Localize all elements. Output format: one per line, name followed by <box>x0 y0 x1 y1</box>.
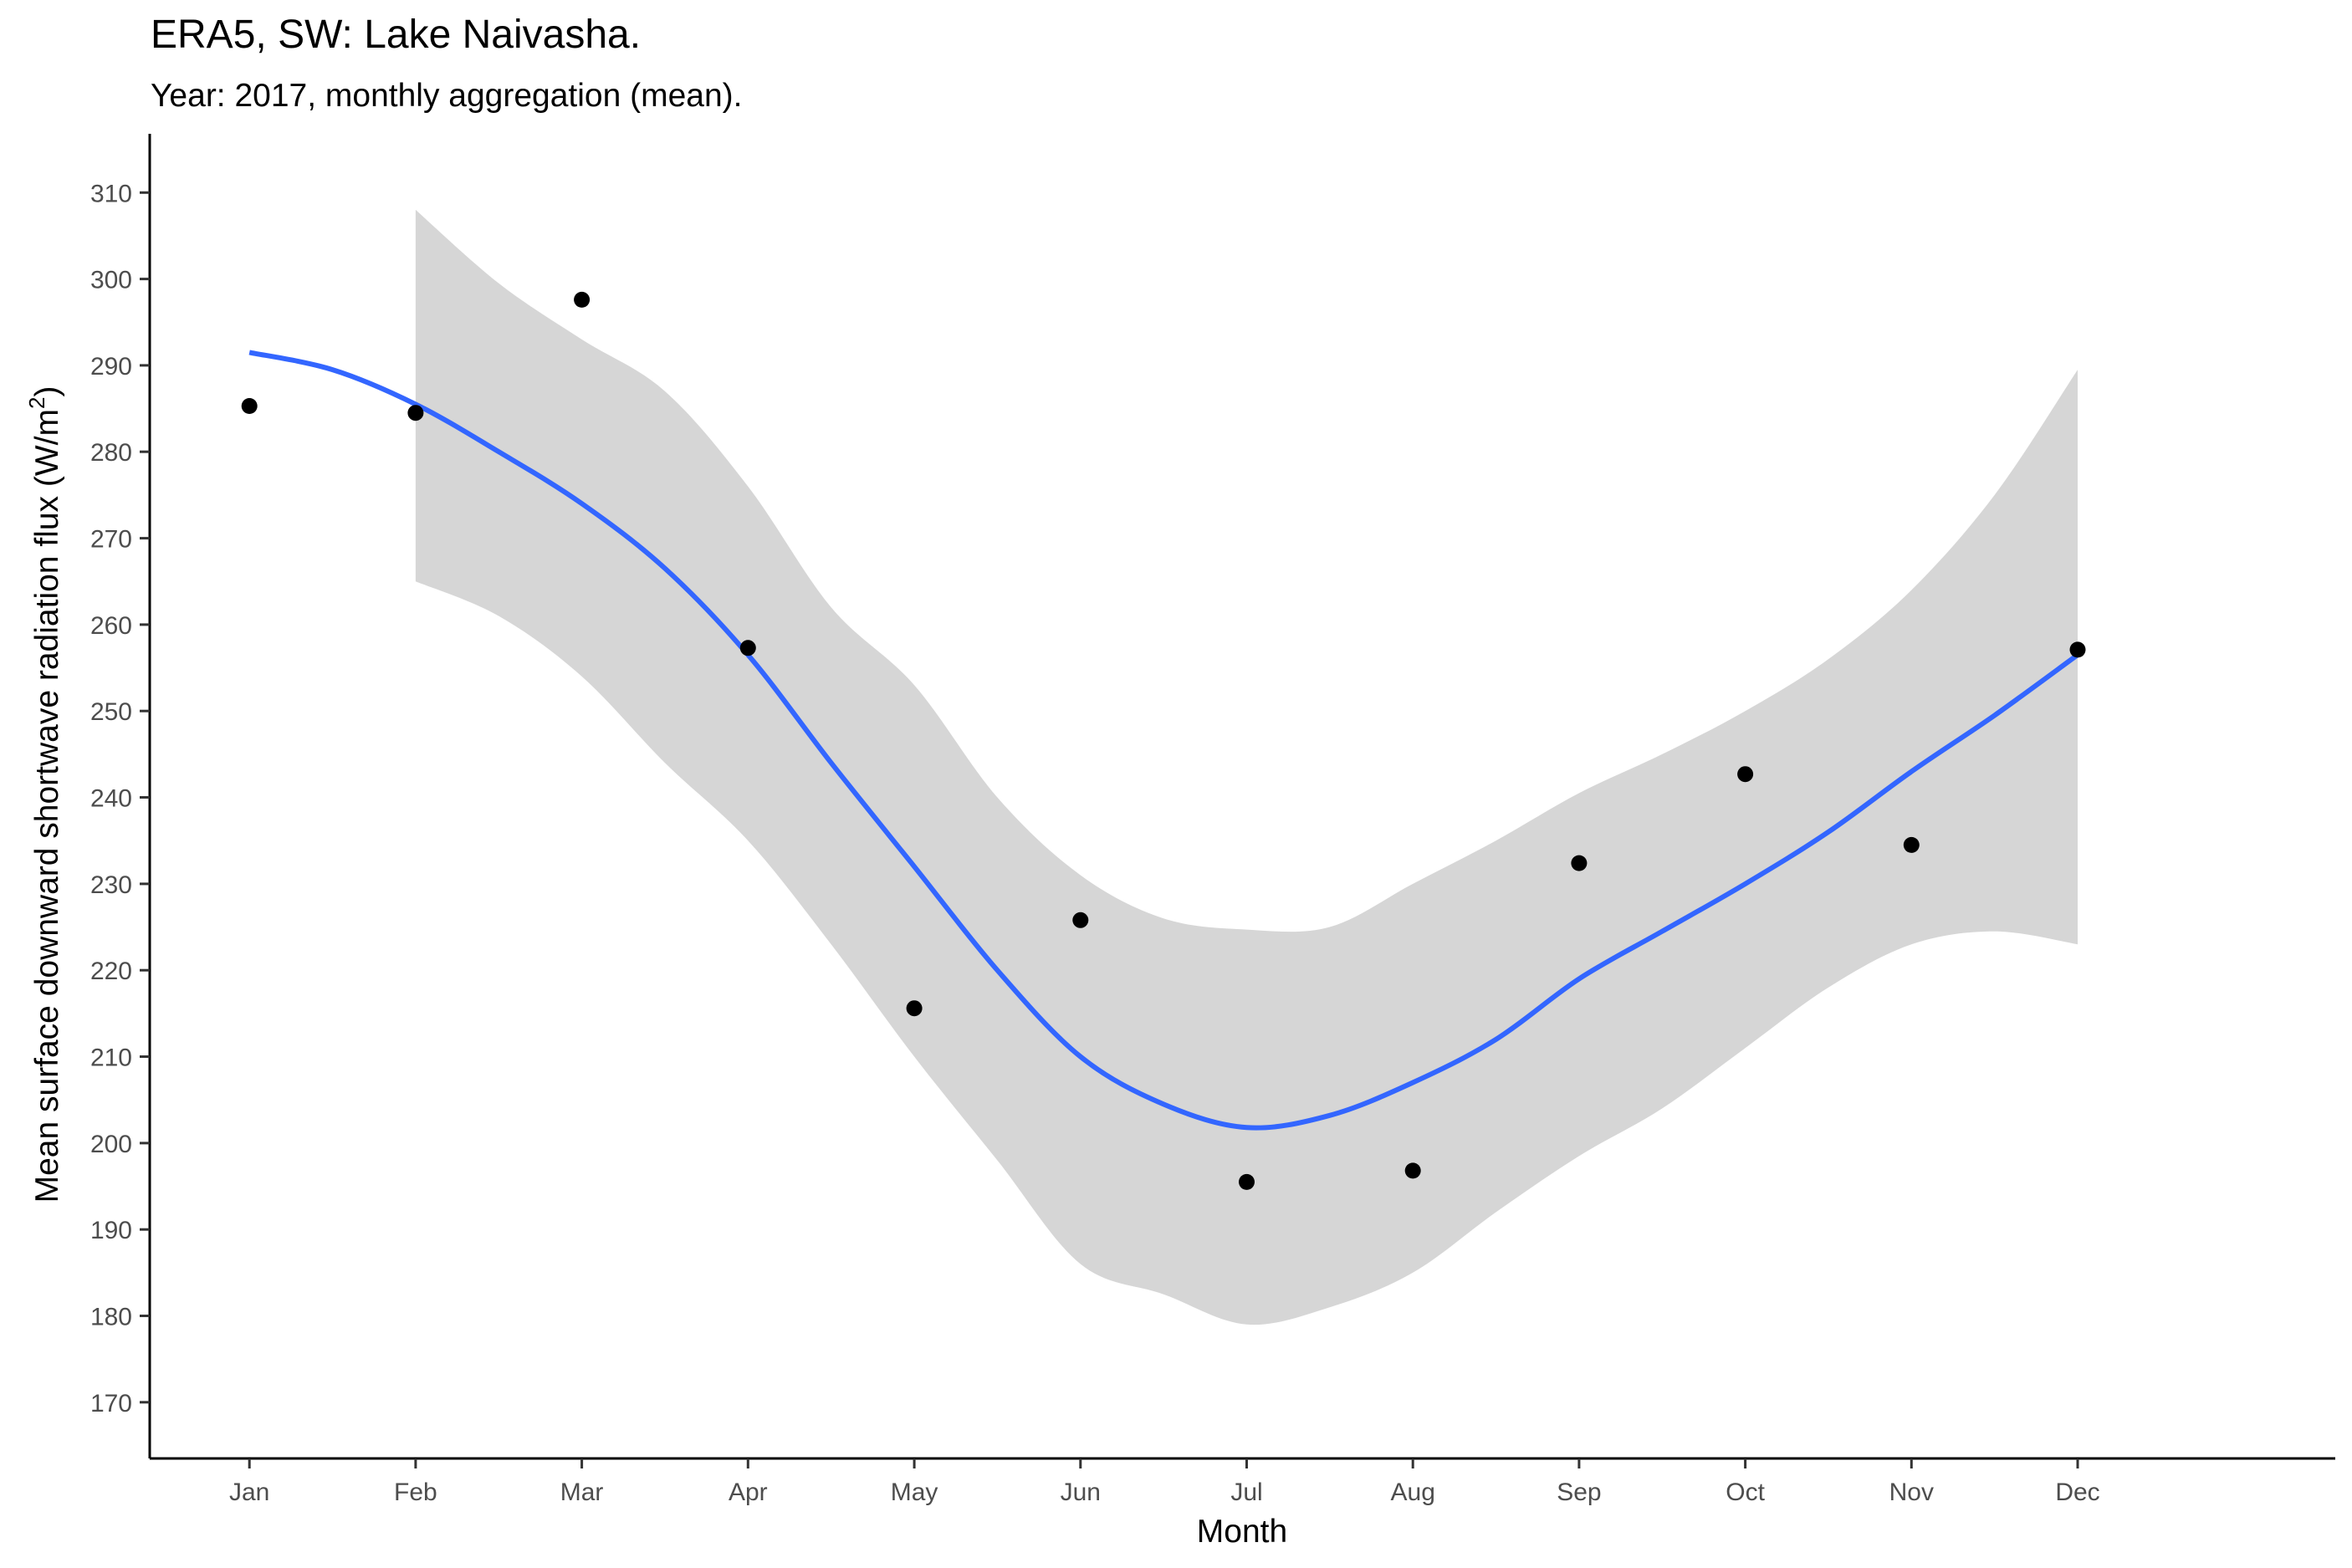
data-point-feb <box>407 405 424 421</box>
x-tick-label-may: May <box>891 1479 938 1506</box>
data-point-mar <box>574 291 591 308</box>
y-tick-label: 250 <box>90 698 132 726</box>
x-tick-label-jul: Jul <box>1230 1479 1262 1506</box>
data-point-jul <box>1239 1173 1255 1190</box>
data-point-nov <box>1903 836 1920 853</box>
y-tick-label: 190 <box>90 1217 132 1244</box>
y-tick-label: 300 <box>90 267 132 294</box>
x-tick-label-aug: Aug <box>1391 1479 1435 1506</box>
y-axis-title: Mean surface downward shortwave radiatio… <box>24 386 65 1203</box>
y-axis-ticks: 170 180 190 200 210 220 230 240 250 260 270 280 290 3… <box>90 180 150 1417</box>
data-points <box>241 291 2086 1190</box>
y-tick-label: 210 <box>90 1044 132 1072</box>
data-point-dec <box>2069 641 2086 658</box>
data-point-may <box>906 1000 923 1017</box>
y-tick-label: 200 <box>90 1131 132 1158</box>
x-tick-label-apr: Apr <box>729 1479 768 1506</box>
y-tick-label: 240 <box>90 785 132 813</box>
chart-subtitle: Year: 2017, monthly aggregation (mean). <box>151 78 743 114</box>
x-tick-label-feb: Feb <box>394 1479 437 1506</box>
y-tick-label: 170 <box>90 1390 132 1417</box>
data-point-aug <box>1404 1162 1421 1179</box>
y-tick-label: 290 <box>90 353 132 381</box>
x-tick-label-nov: Nov <box>1889 1479 1934 1506</box>
data-point-jun <box>1072 912 1089 928</box>
x-axis-ticks: Jan Feb Mar Apr May Jun Jul Aug Sep Oct Nov Dec <box>229 1458 2100 1506</box>
y-axis-title-suffix: ) <box>29 386 65 397</box>
x-axis-title: Month <box>1197 1514 1287 1550</box>
confidence-band <box>415 209 2078 1325</box>
y-tick-label: 230 <box>90 871 132 899</box>
data-point-oct <box>1737 766 1754 783</box>
data-point-sep <box>1571 855 1588 871</box>
data-point-apr <box>739 640 756 656</box>
y-tick-label: 180 <box>90 1304 132 1331</box>
x-tick-label-jan: Jan <box>229 1479 269 1506</box>
x-tick-label-jun: Jun <box>1061 1479 1101 1506</box>
y-tick-label: 280 <box>90 439 132 467</box>
y-axis-title-superscript: 2 <box>24 397 49 409</box>
chart-title: ERA5, SW: Lake Naivasha. <box>151 13 641 57</box>
x-tick-label-sep: Sep <box>1557 1479 1601 1506</box>
y-tick-label: 270 <box>90 526 132 554</box>
data-point-jan <box>241 398 258 414</box>
x-tick-label-mar: Mar <box>560 1479 604 1506</box>
y-tick-label: 260 <box>90 612 132 640</box>
y-tick-label: 220 <box>90 958 132 985</box>
x-tick-label-dec: Dec <box>2055 1479 2099 1506</box>
y-axis-title-main: Mean surface downward shortwave radiatio… <box>29 409 65 1203</box>
smooth-line <box>248 350 2079 1131</box>
x-tick-label-oct: Oct <box>1726 1479 1765 1506</box>
y-tick-label: 310 <box>90 180 132 207</box>
